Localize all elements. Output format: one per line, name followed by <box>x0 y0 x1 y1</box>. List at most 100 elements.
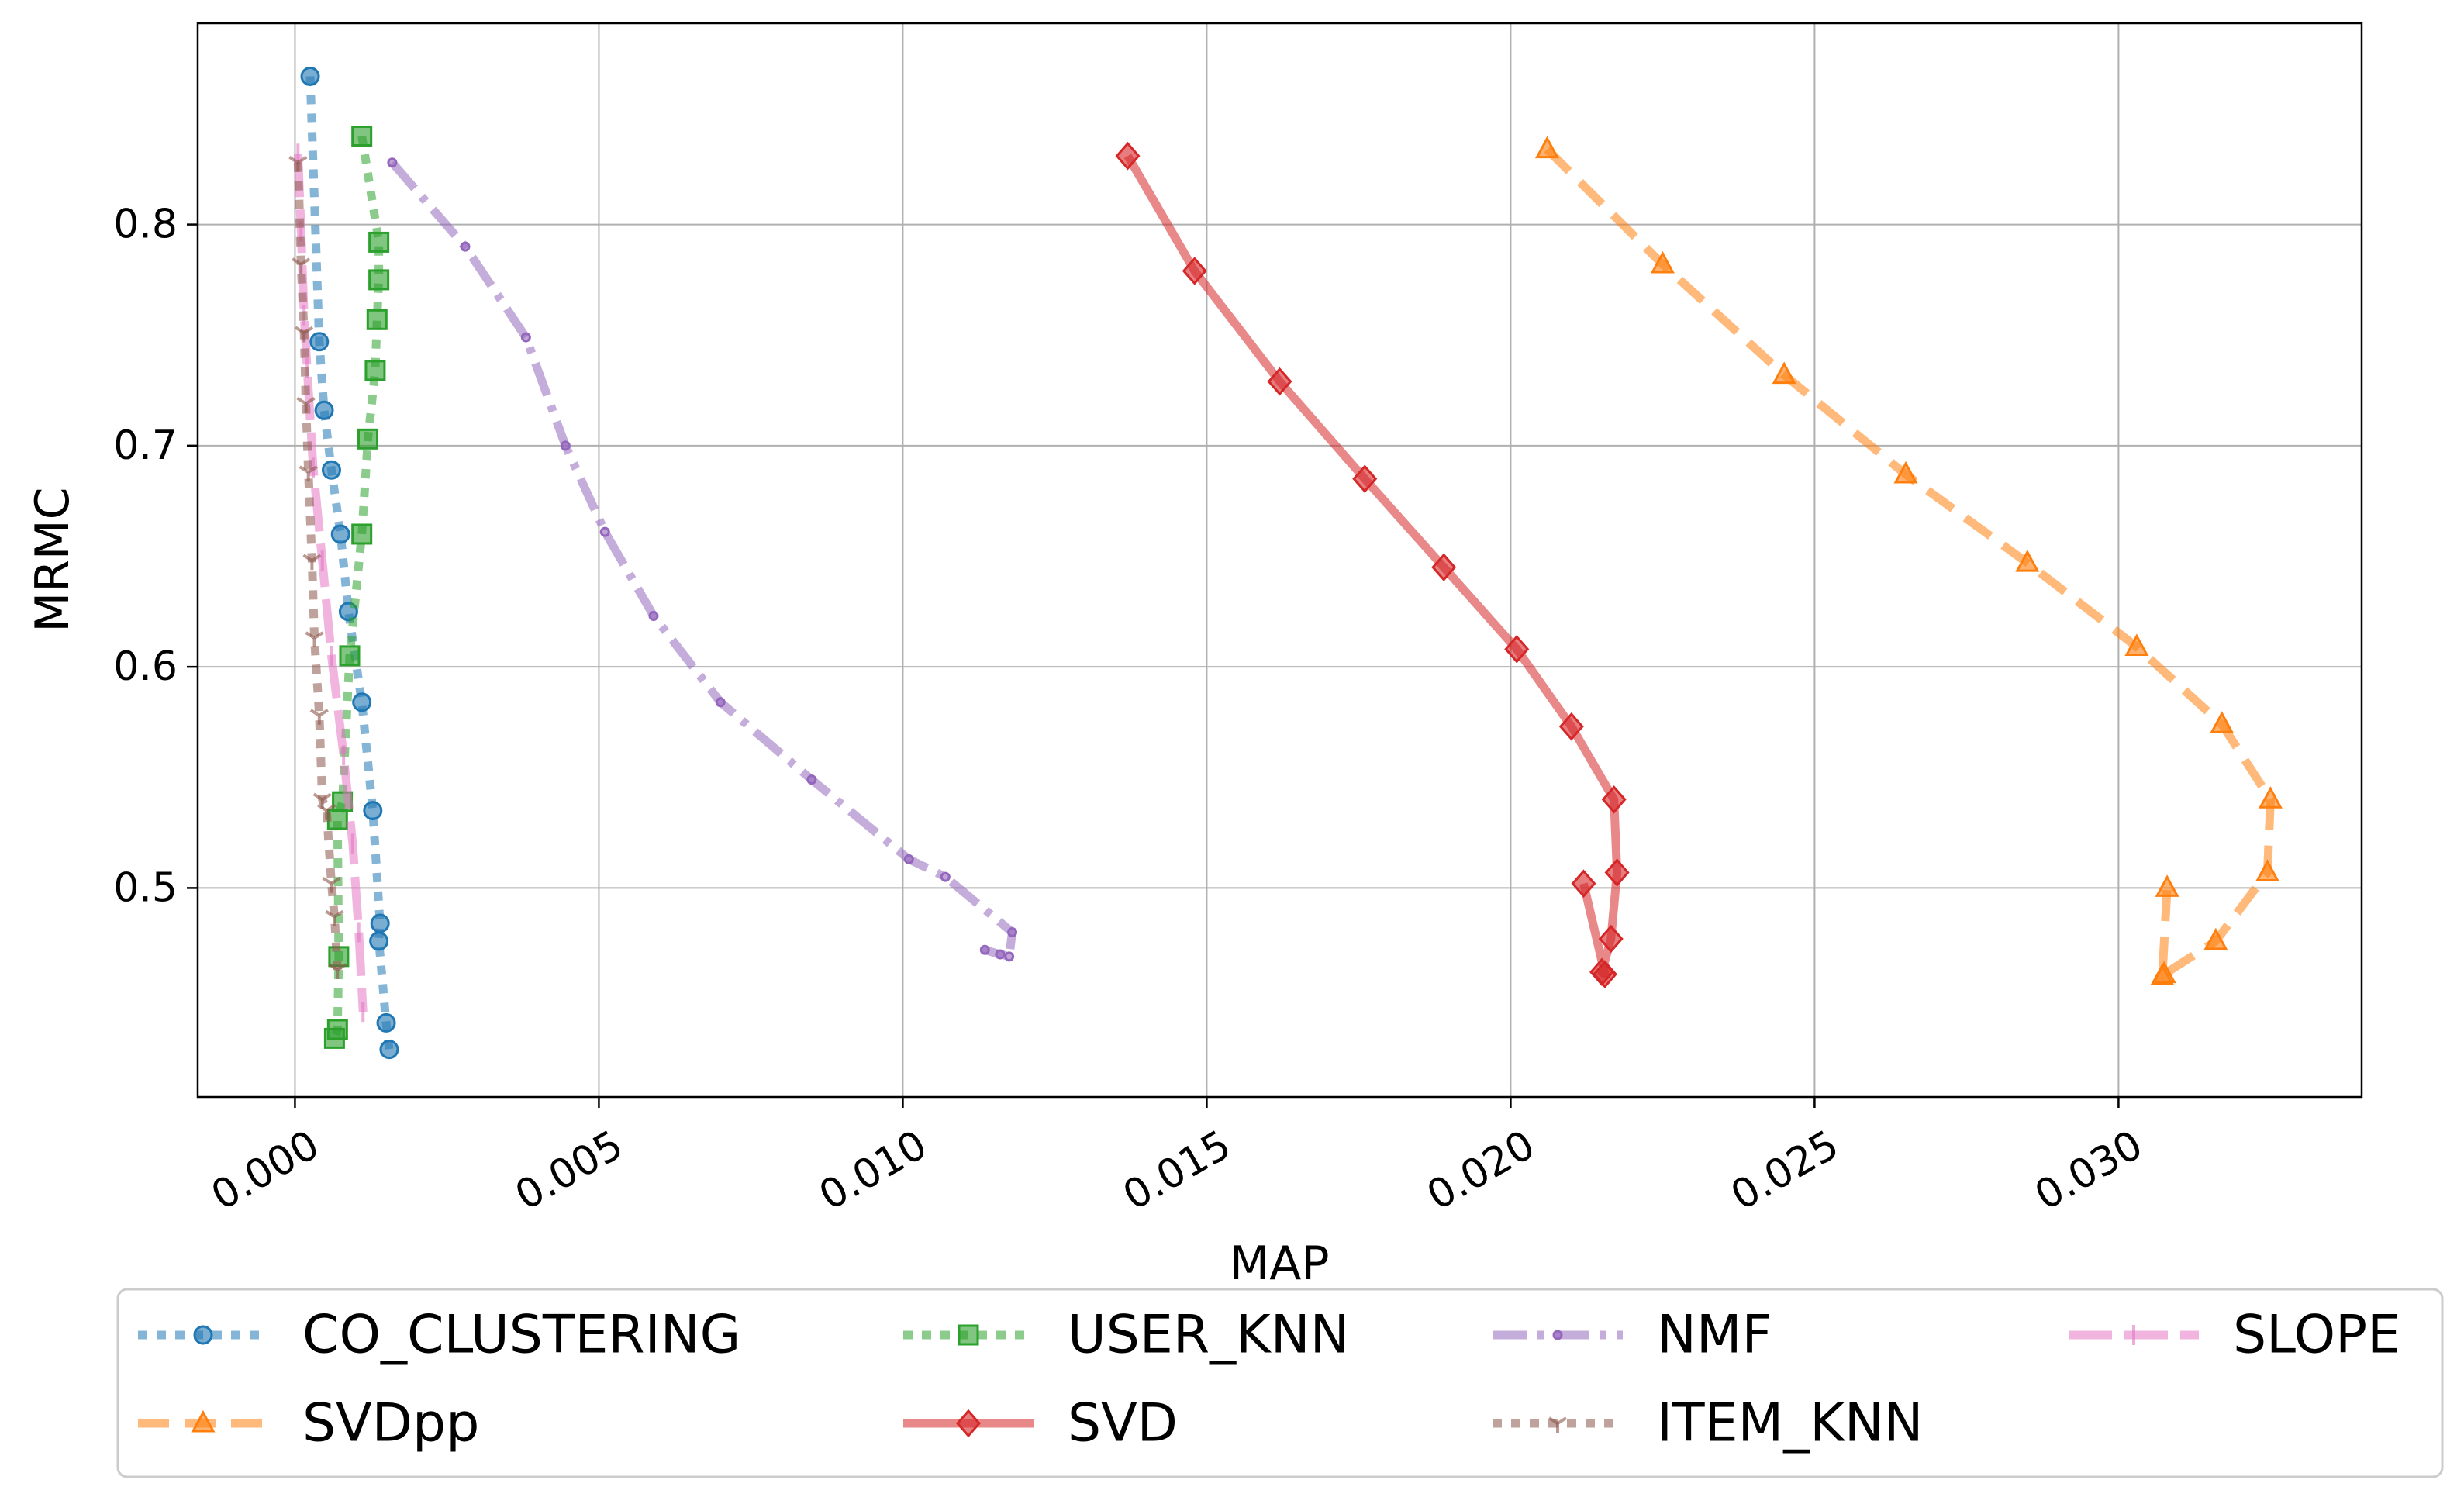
data-point-nmf <box>1004 951 1015 962</box>
data-point-nmf <box>1007 926 1018 937</box>
data-point-nmf <box>460 241 471 252</box>
data-point-nmf <box>648 611 659 622</box>
legend-swatch-marker <box>191 1409 216 1433</box>
legend-label: SVDpp <box>302 1393 479 1454</box>
data-point-co-clustering <box>376 1012 396 1033</box>
data-point-svdpp <box>2015 549 2040 572</box>
legend-label: CO_CLUSTERING <box>302 1305 740 1366</box>
data-point-nmf <box>715 697 726 708</box>
data-point-nmf <box>903 854 914 864</box>
data-point-svdpp <box>2258 786 2283 809</box>
legend-frame <box>116 1288 2444 1478</box>
legend-swatch-marker <box>958 1324 979 1346</box>
legend-label: NMF <box>1657 1305 1772 1366</box>
data-point-item-knn <box>292 257 311 274</box>
data-point-user-knn <box>323 1027 345 1049</box>
data-point-user-knn <box>339 645 361 667</box>
data-point-nmf <box>520 332 531 343</box>
data-point-svd <box>1592 960 1617 988</box>
data-point-co-clustering <box>314 400 334 420</box>
series-line-nmf <box>388 160 1017 961</box>
data-point-svd <box>1601 785 1627 814</box>
data-point-co-clustering <box>379 1040 399 1060</box>
data-point-svdpp <box>1534 136 1559 159</box>
legend-item-svd: SVD <box>903 1393 1178 1454</box>
data-point-svdpp <box>2203 927 2228 950</box>
data-point-svd <box>1571 869 1596 898</box>
data-point-co-clustering <box>369 931 389 951</box>
data-point-nmf <box>599 526 610 537</box>
data-point-item-knn <box>322 877 341 893</box>
data-point-svdpp <box>2255 859 2280 881</box>
data-point-svd <box>1352 464 1378 493</box>
data-point-item-knn <box>309 709 329 725</box>
data-point-svd <box>1504 635 1530 664</box>
data-point-user-knn <box>351 125 373 147</box>
series-layer <box>288 66 2283 1060</box>
data-point-co-clustering <box>370 913 390 933</box>
data-point-nmf <box>560 440 571 451</box>
series-svd <box>1115 141 1630 988</box>
data-point-nmf <box>979 944 990 955</box>
data-point-nmf <box>940 871 951 882</box>
data-point-svd <box>1431 553 1457 582</box>
data-point-svd <box>1604 858 1630 887</box>
data-point-co-clustering <box>330 524 350 544</box>
legend-item-co-clustering: CO_CLUSTERING <box>138 1305 740 1366</box>
data-point-svd <box>1115 141 1141 171</box>
data-point-nmf <box>995 949 1006 960</box>
legend: CO_CLUSTERING USER_KNN NMF SLOPE SVDpp SVD ITE… <box>116 1288 2444 1478</box>
legend-swatch-marker <box>956 1409 981 1438</box>
legend-swatch-marker <box>1548 1416 1568 1433</box>
plot-area-frame <box>196 22 2363 1099</box>
data-point-item-knn <box>328 963 347 979</box>
data-point-svd <box>1267 367 1292 396</box>
legend-label: USER_KNN <box>1068 1305 1349 1366</box>
data-point-co-clustering <box>300 66 320 86</box>
y-tick-label: 0.5 <box>113 864 178 911</box>
data-point-svdpp <box>2150 963 2175 986</box>
data-point-svdpp <box>1893 461 1918 484</box>
data-point-svdpp <box>2124 633 2149 656</box>
data-point-user-knn <box>366 309 388 330</box>
data-point-user-knn <box>368 269 390 291</box>
data-point-item-knn <box>325 909 344 926</box>
data-point-svdpp <box>2210 711 2235 733</box>
data-point-svdpp <box>2155 874 2179 897</box>
data-point-item-knn <box>299 465 318 482</box>
data-point-item-knn <box>302 554 322 571</box>
data-point-co-clustering <box>363 801 383 821</box>
x-axis-label: MAP <box>1230 1237 1330 1291</box>
data-point-item-knn <box>317 803 336 820</box>
data-point-item-knn <box>296 396 316 413</box>
data-point-user-knn <box>368 231 390 253</box>
data-point-svd <box>1182 257 1207 285</box>
data-point-svd <box>1598 924 1624 954</box>
data-point-nmf <box>806 774 817 785</box>
legend-items: CO_CLUSTERING USER_KNN NMF SLOPE SVDpp SVD ITE… <box>138 1305 2400 1454</box>
legend-item-user-knn: USER_KNN <box>903 1305 1349 1366</box>
legend-item-svdpp: SVDpp <box>138 1393 479 1454</box>
legend-item-nmf: NMF <box>1493 1305 1772 1366</box>
data-point-svd <box>1558 712 1584 741</box>
series-nmf <box>387 157 1018 962</box>
grid <box>198 23 2362 1097</box>
data-point-co-clustering <box>309 332 330 352</box>
data-point-svdpp <box>1772 361 1796 385</box>
y-axis-label: MRMC <box>26 487 80 632</box>
series-item-knn <box>288 156 347 979</box>
y-tick-label: 0.8 <box>113 202 178 248</box>
series-svdpp <box>1534 136 2283 986</box>
legend-swatch-marker <box>1552 1330 1563 1340</box>
data-point-user-knn <box>357 428 379 450</box>
data-point-user-knn <box>364 360 386 381</box>
data-point-nmf <box>387 157 398 168</box>
y-tick-label: 0.7 <box>113 423 178 469</box>
data-point-item-knn <box>295 326 314 343</box>
legend-label: SLOPE <box>2233 1305 2400 1366</box>
data-point-user-knn <box>351 523 373 545</box>
legend-label: ITEM_KNN <box>1657 1393 1924 1454</box>
data-point-co-clustering <box>352 692 372 712</box>
